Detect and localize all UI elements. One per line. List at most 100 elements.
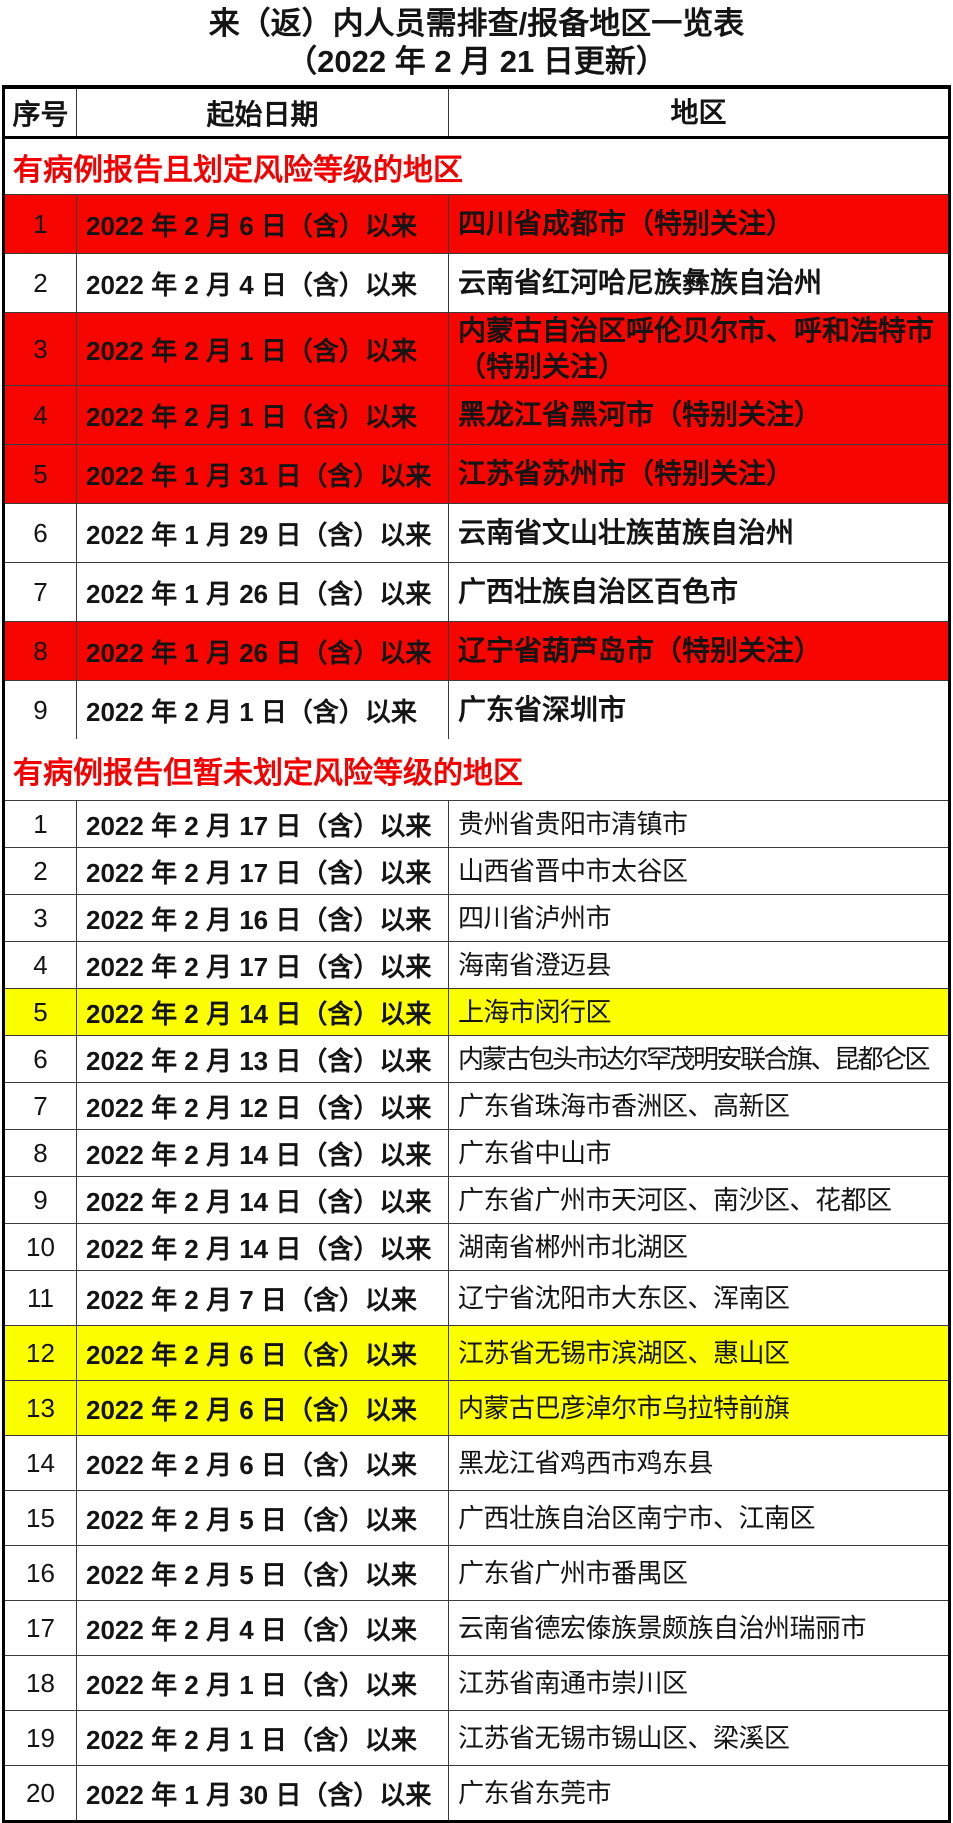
row-date-cell: 2022 年 2 月 6 日（含）以来	[77, 1381, 449, 1435]
section-header: 有病例报告且划定风险等级的地区	[5, 139, 948, 195]
table-row: 4 2022 年 2 月 1 日（含）以来 黑龙江省黑河市（特别关注）	[5, 386, 948, 445]
row-index-cell: 2	[5, 254, 77, 312]
row-region-cell: 云南省红河哈尼族彝族自治州	[458, 267, 823, 298]
row-region-cell: 广西壮族自治区百色市	[458, 576, 739, 607]
row-region-cell: 广东省广州市番禺区	[458, 1558, 688, 1588]
row-index-cell: 11	[5, 1271, 77, 1325]
row-date-cell: 2022 年 2 月 17 日（含）以来	[77, 848, 449, 894]
table-row: 1 2022 年 2 月 6 日（含）以来 四川省成都市（特别关注）	[5, 195, 948, 254]
table-row: 14 2022 年 2 月 6 日（含）以来 黑龙江省鸡西市鸡东县	[5, 1436, 948, 1491]
row-region-cell: 江苏省苏州市（特别关注）	[449, 445, 948, 503]
row-date-cell: 2022 年 1 月 26 日（含）以来	[77, 563, 449, 621]
row-region-cell: 云南省文山壮族苗族自治州	[458, 517, 795, 548]
section-header: 有病例报告但暂未划定风险等级的地区	[5, 739, 948, 801]
row-date-cell: 2022 年 1 月 30 日（含）以来	[77, 1766, 449, 1820]
row-index-cell: 3	[5, 895, 77, 941]
row-index-cell: 17	[5, 1601, 77, 1655]
row-date-cell: 2022 年 2 月 4 日（含）以来	[77, 254, 449, 312]
table-row: 20 2022 年 1 月 30 日（含）以来 广东省东莞市	[5, 1766, 948, 1820]
row-region-cell: 云南省德宏傣族景颇族自治州瑞丽市	[458, 1613, 867, 1643]
row-date-cell: 2022 年 2 月 16 日（含）以来	[77, 895, 449, 941]
table-section: 有病例报告但暂未划定风险等级的地区 1 2022 年 2 月 17 日（含）以来…	[5, 739, 948, 1820]
row-region-cell: 内蒙古包头市达尔罕茂明安联合旗、昆都仑区	[458, 1044, 931, 1074]
title-block: 来（返）内人员需排查/报备地区一览表 （2022 年 2 月 21 日更新）	[0, 0, 953, 85]
table-row: 7 2022 年 2 月 12 日（含）以来 广东省珠海市香洲区、高新区	[5, 1083, 948, 1130]
table-header-row: 序号 起始日期 地区	[5, 89, 948, 139]
row-region-cell: 广东省广州市天河区、南沙区、花都区	[458, 1185, 892, 1215]
row-region-cell: 山西省晋中市太谷区	[458, 856, 688, 886]
row-date-cell: 2022 年 2 月 17 日（含）以来	[77, 942, 449, 988]
row-date-cell: 2022 年 2 月 5 日（含）以来	[77, 1546, 449, 1600]
table-row: 18 2022 年 2 月 1 日（含）以来 江苏省南通市崇川区	[5, 1656, 948, 1711]
row-index-cell: 13	[5, 1381, 77, 1435]
table-section: 有病例报告且划定风险等级的地区 1 2022 年 2 月 6 日（含）以来 四川…	[5, 139, 948, 739]
row-index-cell: 9	[5, 1177, 77, 1223]
row-date-cell: 2022 年 2 月 4 日（含）以来	[77, 1601, 449, 1655]
table-row: 13 2022 年 2 月 6 日（含）以来 内蒙古巴彦淖尔市乌拉特前旗	[5, 1381, 948, 1436]
row-region-cell: 广西壮族自治区南宁市、江南区	[458, 1503, 816, 1533]
row-index-cell: 1	[5, 801, 77, 847]
page-title: 来（返）内人员需排查/报备地区一览表	[208, 6, 745, 41]
table-row: 6 2022 年 2 月 13 日（含）以来 内蒙古包头市达尔罕茂明安联合旗、昆…	[5, 1036, 948, 1083]
table-row: 1 2022 年 2 月 17 日（含）以来 贵州省贵阳市清镇市	[5, 801, 948, 848]
table-row: 10 2022 年 2 月 14 日（含）以来 湖南省郴州市北湖区	[5, 1224, 948, 1271]
row-region-cell: 海南省澄迈县	[458, 950, 612, 980]
row-date-cell: 2022 年 2 月 12 日（含）以来	[77, 1083, 449, 1129]
row-date-cell: 2022 年 2 月 1 日（含）以来	[77, 681, 449, 739]
row-region-cell: 内蒙古自治区呼伦贝尔市、呼和浩特市（特别关注）	[449, 313, 948, 385]
row-index-cell: 1	[5, 195, 77, 253]
table-row: 9 2022 年 2 月 14 日（含）以来 广东省广州市天河区、南沙区、花都区	[5, 1177, 948, 1224]
row-index-cell: 6	[5, 1036, 77, 1082]
row-date-cell: 2022 年 1 月 31 日（含）以来	[77, 445, 449, 503]
row-index-cell: 15	[5, 1491, 77, 1545]
row-region-cell: 湖南省郴州市北湖区	[458, 1232, 688, 1262]
row-region-cell: 辽宁省葫芦岛市（特别关注）	[449, 622, 948, 680]
column-header-index: 序号	[5, 89, 77, 136]
row-date-cell: 2022 年 2 月 6 日（含）以来	[77, 195, 449, 253]
row-index-cell: 16	[5, 1546, 77, 1600]
row-date-cell: 2022 年 2 月 6 日（含）以来	[77, 1436, 449, 1490]
row-index-cell: 6	[5, 504, 77, 562]
table-row: 12 2022 年 2 月 6 日（含）以来 江苏省无锡市滨湖区、惠山区	[5, 1326, 948, 1381]
column-header-date: 起始日期	[77, 89, 449, 136]
row-date-cell: 2022 年 1 月 26 日（含）以来	[77, 622, 449, 680]
table-row: 16 2022 年 2 月 5 日（含）以来 广东省广州市番禺区	[5, 1546, 948, 1601]
table-row: 2 2022 年 2 月 17 日（含）以来 山西省晋中市太谷区	[5, 848, 948, 895]
row-region-cell: 四川省成都市（特别关注）	[449, 195, 948, 253]
table-row: 7 2022 年 1 月 26 日（含）以来 广西壮族自治区百色市	[5, 563, 948, 622]
row-date-cell: 2022 年 2 月 17 日（含）以来	[77, 801, 449, 847]
table-row: 8 2022 年 2 月 14 日（含）以来 广东省中山市	[5, 1130, 948, 1177]
column-header-region: 地区	[670, 96, 727, 128]
table-row: 2 2022 年 2 月 4 日（含）以来 云南省红河哈尼族彝族自治州	[5, 254, 948, 313]
table-row: 4 2022 年 2 月 17 日（含）以来 海南省澄迈县	[5, 942, 948, 989]
table-row: 5 2022 年 1 月 31 日（含）以来 江苏省苏州市（特别关注）	[5, 445, 948, 504]
row-index-cell: 7	[5, 1083, 77, 1129]
table-row: 3 2022 年 2 月 1 日（含）以来 内蒙古自治区呼伦贝尔市、呼和浩特市（…	[5, 313, 948, 386]
row-region-cell: 四川省泸州市	[458, 903, 612, 933]
row-index-cell: 18	[5, 1656, 77, 1710]
row-region-cell: 江苏省南通市崇川区	[458, 1668, 688, 1698]
row-date-cell: 2022 年 2 月 1 日（含）以来	[77, 313, 449, 385]
row-date-cell: 2022 年 2 月 14 日（含）以来	[77, 1177, 449, 1223]
row-region-cell: 广东省珠海市香洲区、高新区	[458, 1091, 790, 1121]
table-row: 3 2022 年 2 月 16 日（含）以来 四川省泸州市	[5, 895, 948, 942]
row-date-cell: 2022 年 2 月 13 日（含）以来	[77, 1036, 449, 1082]
row-date-cell: 2022 年 2 月 6 日（含）以来	[77, 1326, 449, 1380]
row-region-cell: 辽宁省沈阳市大东区、浑南区	[458, 1283, 790, 1313]
row-date-cell: 2022 年 2 月 1 日（含）以来	[77, 1711, 449, 1765]
row-date-cell: 2022 年 2 月 1 日（含）以来	[77, 386, 449, 444]
row-region-cell: 广东省中山市	[458, 1138, 612, 1168]
row-date-cell: 2022 年 1 月 29 日（含）以来	[77, 504, 449, 562]
row-region-cell: 广东省东莞市	[458, 1778, 612, 1808]
row-index-cell: 20	[5, 1766, 77, 1820]
table-body: 有病例报告且划定风险等级的地区 1 2022 年 2 月 6 日（含）以来 四川…	[5, 139, 948, 1820]
row-region-cell: 黑龙江省鸡西市鸡东县	[458, 1448, 714, 1478]
table-row: 19 2022 年 2 月 1 日（含）以来 江苏省无锡市锡山区、梁溪区	[5, 1711, 948, 1766]
row-index-cell: 8	[5, 1130, 77, 1176]
row-region-cell: 贵州省贵阳市清镇市	[458, 809, 688, 839]
row-index-cell: 9	[5, 681, 77, 739]
table-row: 8 2022 年 1 月 26 日（含）以来 辽宁省葫芦岛市（特别关注）	[5, 622, 948, 681]
row-date-cell: 2022 年 2 月 14 日（含）以来	[77, 1224, 449, 1270]
table-row: 6 2022 年 1 月 29 日（含）以来 云南省文山壮族苗族自治州	[5, 504, 948, 563]
